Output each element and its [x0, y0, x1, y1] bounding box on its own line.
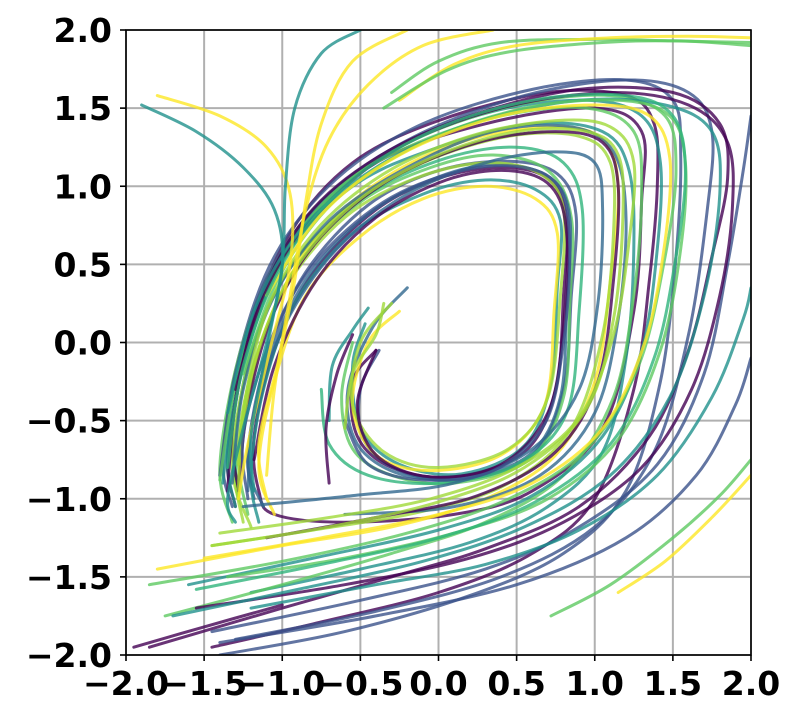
x-tick-label: −1.5 [161, 664, 247, 703]
trajectory-line [249, 286, 751, 610]
y-tick-label: 2.0 [54, 11, 112, 50]
y-tick-label: 1.5 [54, 89, 112, 128]
trajectory-line [343, 301, 386, 430]
y-tick-label: −2.0 [26, 636, 112, 675]
trajectory-line [218, 78, 683, 655]
trajectory-lines [132, 30, 751, 655]
trajectory-line [147, 85, 730, 649]
trajectory-line [382, 39, 751, 110]
x-tick-label: −2.0 [83, 664, 169, 703]
y-tick-label: −0.5 [26, 402, 112, 441]
y-tick-label: 1.0 [54, 167, 112, 206]
x-tick-label: 1.0 [566, 664, 624, 703]
axis-ticks: −2.0−2.0−1.5−1.5−1.0−1.0−0.5−0.50.00.00.… [26, 11, 780, 703]
trajectory-line [249, 30, 362, 493]
y-tick-label: 0.0 [54, 324, 112, 363]
trajectory-line [210, 126, 625, 548]
trajectory-line [240, 164, 572, 501]
x-tick-label: 2.0 [722, 664, 780, 703]
trajectory-line [210, 114, 751, 634]
y-tick-label: −1.0 [26, 480, 112, 519]
x-tick-label: −1.0 [239, 664, 325, 703]
trajectory-line [265, 30, 495, 477]
trajectory-line [202, 103, 673, 560]
trajectory-line [252, 168, 569, 479]
trajectory-line [218, 356, 751, 644]
trajectory-line [327, 306, 370, 423]
x-tick-label: −0.5 [317, 664, 403, 703]
trajectory-line [616, 473, 751, 594]
trajectory-line [241, 150, 605, 509]
trajectory-line [324, 333, 355, 485]
y-tick-label: −1.5 [26, 558, 112, 597]
x-tick-label: 1.5 [644, 664, 702, 703]
x-tick-label: 0.0 [409, 664, 467, 703]
trajectory-line [549, 458, 751, 618]
y-tick-label: 0.5 [54, 245, 112, 284]
trajectory-line [397, 34, 751, 102]
x-tick-label: 0.5 [487, 664, 545, 703]
trajectory-line [132, 603, 284, 649]
